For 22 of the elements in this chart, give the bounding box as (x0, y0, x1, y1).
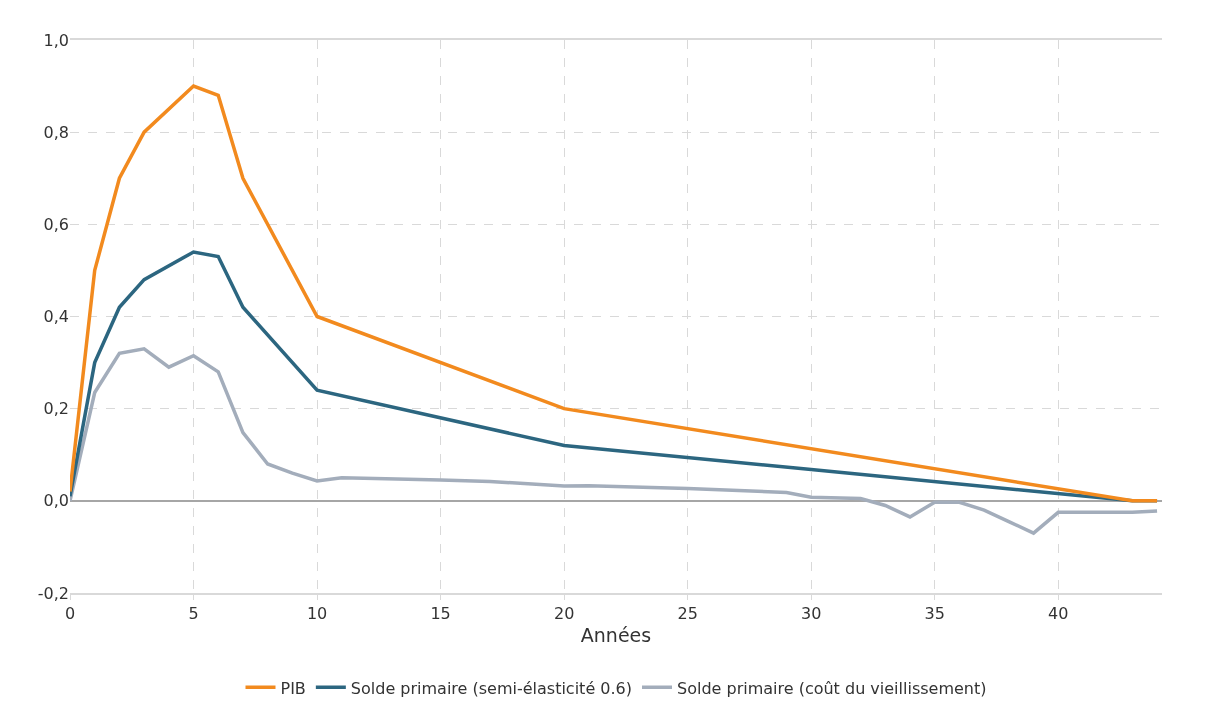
x-tick-label: 10 (306, 604, 328, 624)
x-tick-label: 35 (924, 604, 945, 624)
y-tick-label: 0,0 (43, 491, 69, 511)
x-tick-label: 25 (677, 604, 698, 624)
y-tick-label: 0,4 (43, 307, 69, 327)
y-tick-label: -0,2 (37, 583, 69, 603)
line-series (70, 84, 1159, 503)
legend-label: Solde primaire (semi-élasticité 0.6) (350, 678, 632, 698)
y-tick-label: 0,8 (43, 122, 69, 142)
x-tick-label: 5 (188, 604, 199, 624)
y-tick-label: 0,6 (43, 214, 69, 234)
legend-label: Solde primaire (coût du vieillissement) (677, 678, 987, 698)
x-tick-label: 0 (64, 604, 76, 624)
x-axis-title: Années (580, 623, 652, 646)
x-tick-label: 20 (553, 604, 575, 624)
line-series (70, 347, 1159, 535)
x-tick-label: 30 (801, 604, 822, 624)
y-tick-label: 1,0 (43, 30, 69, 50)
y-tick-label: 0,2 (43, 399, 69, 419)
legend-label: PIB (280, 678, 306, 698)
x-tick-label: 15 (430, 604, 451, 624)
x-tick-label: 40 (1048, 604, 1069, 624)
